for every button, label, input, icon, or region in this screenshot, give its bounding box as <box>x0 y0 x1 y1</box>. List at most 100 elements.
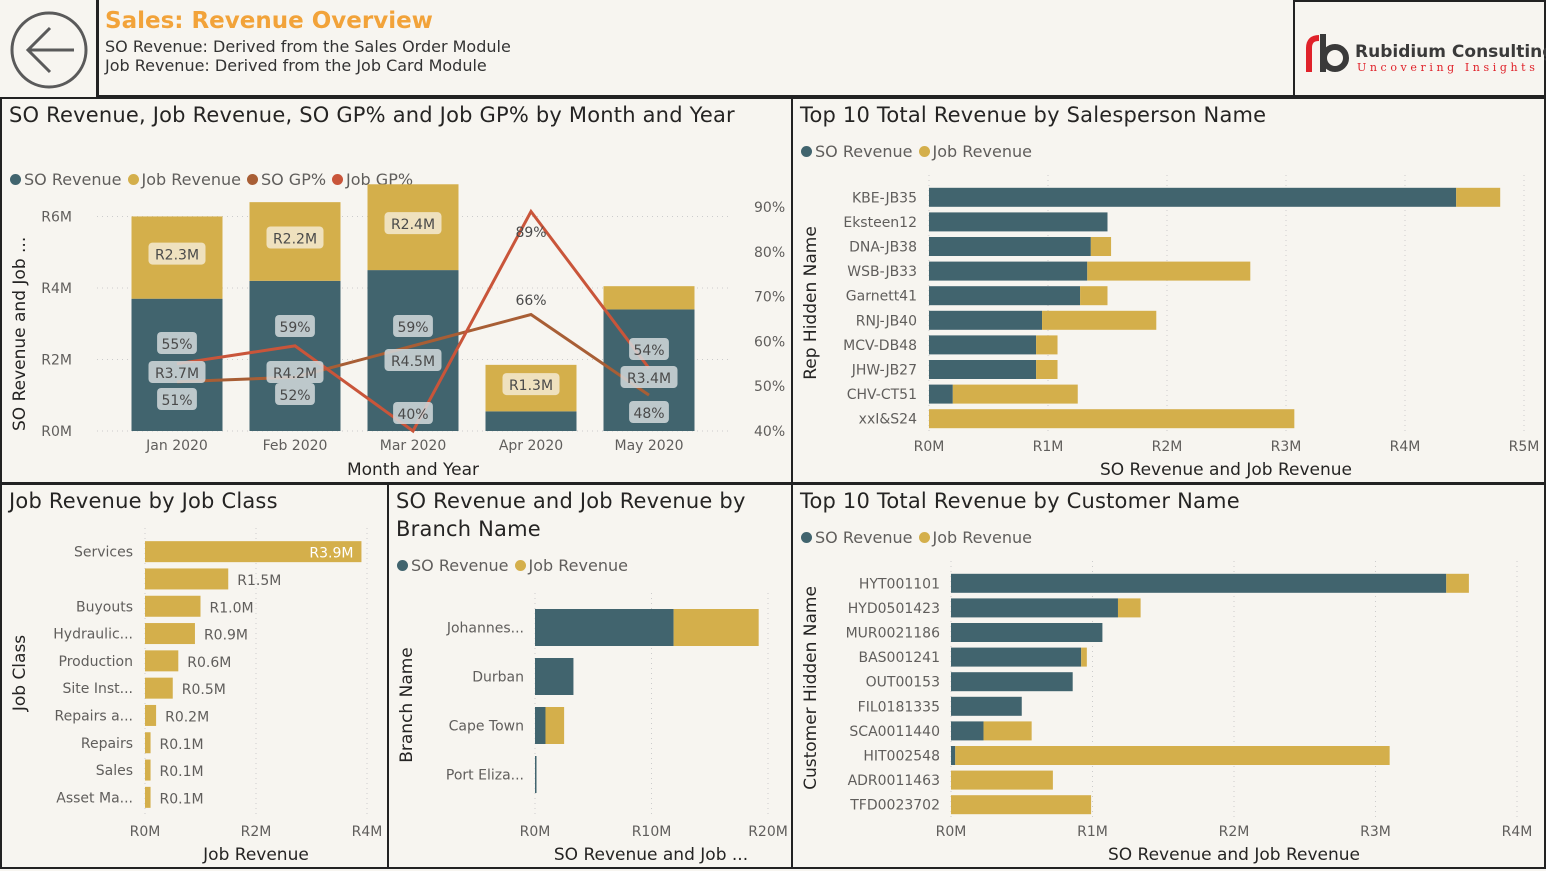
bar-job-revenue <box>145 759 151 781</box>
category-label: FIL0181335 <box>858 699 940 715</box>
legend-dot-icon <box>10 174 21 185</box>
legend-dot-icon <box>918 146 930 157</box>
category-label: Hydraulic... <box>53 627 133 643</box>
data-label-job-revenue-bg <box>266 226 324 249</box>
y-tick-label: R6M <box>41 209 72 225</box>
data-label-so-revenue-bg <box>384 349 442 371</box>
bar-job-revenue <box>1081 647 1087 667</box>
legend-label: SO Revenue <box>815 528 913 547</box>
y-tick-label: R0M <box>41 424 72 440</box>
page-header: Sales: Revenue Overview SO Revenue: Deri… <box>97 0 1295 97</box>
category-label: DNA-JB38 <box>849 240 917 256</box>
legend-item[interactable]: SO Revenue <box>397 556 509 575</box>
category-label: RNJ-JB40 <box>856 313 917 329</box>
x-tick-label: R2M <box>1152 439 1183 455</box>
legend-item[interactable]: Job Revenue <box>918 142 1032 161</box>
data-label-job-gp-bg <box>157 332 197 354</box>
data-label-job-gp-bg <box>629 338 669 360</box>
back-button[interactable] <box>0 0 98 97</box>
data-label-job-revenue-bg <box>384 212 442 235</box>
legend-item[interactable]: Job Revenue <box>918 528 1032 547</box>
bar-job-revenue <box>983 721 1032 741</box>
category-label: Garnett41 <box>846 289 917 305</box>
monthly-revenue-chart-panel[interactable]: SO Revenue, Job Revenue, SO GP% and Job … <box>0 97 793 484</box>
bar-job-revenue <box>1090 237 1112 256</box>
x-tick-label: R0M <box>914 439 945 455</box>
category-label: Sales <box>96 763 133 779</box>
x-tick-label: R5M <box>1509 439 1540 455</box>
legend-label: Job Revenue <box>141 170 241 189</box>
category-label: WSB-JB33 <box>847 264 917 280</box>
bar-job-revenue <box>145 650 179 672</box>
legend-item[interactable]: Job Revenue <box>127 170 241 189</box>
data-label-so-gp: 59% <box>397 320 428 336</box>
bar-job-revenue <box>145 786 151 808</box>
bar-so-revenue <box>929 212 1108 232</box>
x-tick-label: R4M <box>1390 439 1421 455</box>
category-label: Buyouts <box>76 599 133 615</box>
customer-chart-panel[interactable]: Top 10 Total Revenue by Customer Name SO… <box>791 483 1546 869</box>
legend-item[interactable]: SO Revenue <box>10 170 122 189</box>
bar-so-revenue <box>951 696 1022 716</box>
data-label-so-gp-bg <box>629 401 669 423</box>
bar-so-revenue <box>249 280 341 431</box>
x-tick-label: May 2020 <box>614 438 683 454</box>
legend-dot-icon <box>332 174 344 185</box>
legend-item[interactable]: SO Revenue <box>801 142 913 161</box>
bar-job-revenue <box>145 704 157 726</box>
x-tick-label: R2M <box>1219 824 1250 840</box>
bar-job-revenue <box>145 732 151 754</box>
legend-label: Job Revenue <box>528 556 628 575</box>
chart-legend: SO Revenue Job Revenue SO GP% Job GP% <box>10 170 415 189</box>
x-tick-label: R1M <box>1033 439 1064 455</box>
bar-so-revenue <box>535 658 574 695</box>
legend-item[interactable]: Job GP% <box>332 170 413 189</box>
chart-title: SO Revenue and Job Revenue by Branch Nam… <box>396 489 746 541</box>
legend-label: Job Revenue <box>932 142 1032 161</box>
legend-dot-icon <box>514 560 526 571</box>
y2-tick-label: 70% <box>754 290 785 306</box>
job-class-chart-panel[interactable]: Job Revenue by Job Class R0M R2M R4M Job Re… <box>0 483 389 869</box>
category-label: KBE-JB35 <box>852 190 917 206</box>
job-class-bar-chart: R0M R2M R4M Job Revenue Job Class R3.9M Servic… <box>10 528 382 865</box>
data-label-job-revenue: R2.2M <box>273 231 317 247</box>
bar-so-revenue <box>951 623 1103 642</box>
y2-tick-label: 50% <box>754 379 785 395</box>
data-label-job-gp: 40% <box>397 407 428 423</box>
legend-label: SO GP% <box>260 170 327 189</box>
bar-job-revenue <box>603 286 695 310</box>
legend-item[interactable]: SO Revenue <box>801 528 913 547</box>
legend-item[interactable]: Job Revenue <box>514 556 628 575</box>
bar-job-revenue <box>145 623 195 645</box>
data-label-so-gp: 52% <box>279 388 310 404</box>
data-label: R1.5M <box>237 573 281 589</box>
logo-name: Rubidium Consulting <box>1355 42 1546 62</box>
legend-dot-icon <box>801 532 812 543</box>
salesperson-chart-panel[interactable]: Top 10 Total Revenue by Salesperson Name… <box>791 97 1546 484</box>
chart-legend: SO Revenue Job Revenue <box>801 142 1034 161</box>
x-tick-label: R20M <box>748 824 788 840</box>
category-label: Durban <box>472 670 524 686</box>
data-label: R1.0M <box>210 600 254 616</box>
bar-job-revenue <box>952 384 1078 404</box>
bar-so-revenue <box>929 286 1081 306</box>
data-label-job-gp-bg <box>275 315 315 337</box>
y-tick-label: R4M <box>41 281 72 297</box>
legend-item[interactable]: SO GP% <box>246 170 327 189</box>
x-axis-title: SO Revenue and Job ... <box>554 845 748 865</box>
arrow-left-circle-icon <box>10 11 88 89</box>
x-axis-title: Job Revenue <box>202 845 309 865</box>
category-label: MUR0021186 <box>846 626 940 642</box>
bar-job-revenue <box>673 609 759 646</box>
category-label: xxI&S24 <box>859 412 917 428</box>
x-tick-label: R0M <box>936 824 967 840</box>
data-label-job-revenue-bg <box>148 242 206 265</box>
legend-dot-icon <box>397 560 408 571</box>
category-label: Repairs <box>81 736 133 752</box>
branch-chart-panel[interactable]: SO Revenue and Job Revenue by Branch Nam… <box>387 483 793 869</box>
legend-label: SO Revenue <box>815 142 913 161</box>
bar-job-revenue <box>145 595 201 617</box>
bar-so-revenue <box>929 360 1037 379</box>
data-label-so-revenue: R3.7M <box>155 366 199 382</box>
data-label: R0.1M <box>160 737 204 753</box>
